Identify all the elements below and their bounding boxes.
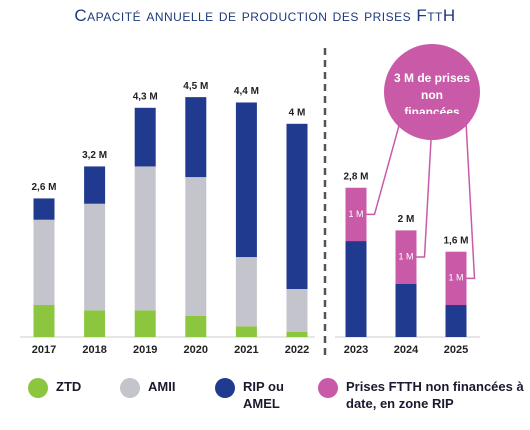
legend-item: ZTD bbox=[28, 378, 96, 398]
x-tick-label: 2018 bbox=[82, 344, 106, 356]
legend-item: AMII bbox=[120, 378, 208, 398]
bar-segment bbox=[445, 251, 467, 306]
callout-line bbox=[465, 121, 476, 280]
callout-line bbox=[366, 121, 401, 216]
legend: ZTD AMII RIP ou AMEL Prises FTTH non financ… bbox=[0, 372, 530, 422]
x-tick-label: 2024 bbox=[394, 344, 419, 356]
x-tick-label: 2021 bbox=[234, 344, 258, 356]
bar-segment bbox=[286, 289, 308, 332]
x-tick-label: 2017 bbox=[32, 344, 56, 356]
bar-segment bbox=[235, 257, 257, 327]
callout-line bbox=[416, 121, 433, 258]
legend-swatch bbox=[28, 378, 48, 398]
bar-segment bbox=[84, 310, 106, 337]
bar-segment bbox=[84, 166, 106, 204]
bar-segment bbox=[84, 203, 106, 311]
callout-circle bbox=[384, 44, 480, 140]
bar-segment bbox=[33, 305, 55, 337]
x-tick-label: 2025 bbox=[444, 344, 468, 356]
chart-title: Capacité annuelle de production des pris… bbox=[74, 6, 456, 25]
annotation: 3 M de prises non financées bbox=[393, 71, 471, 114]
legend-swatch bbox=[215, 378, 235, 398]
total-label: 4,4 M bbox=[234, 86, 259, 97]
legend-label: AMII bbox=[148, 379, 176, 394]
total-label: 2 M bbox=[398, 214, 415, 225]
bar-segment bbox=[235, 102, 257, 258]
bar-segment bbox=[185, 97, 207, 178]
bar-segment bbox=[286, 123, 308, 290]
total-label: 1,6 M bbox=[443, 235, 468, 246]
segment-label: 1 M bbox=[448, 273, 463, 283]
bar-segment bbox=[134, 310, 156, 337]
legend-label: ZTD bbox=[56, 379, 82, 394]
total-label: 4,3 M bbox=[133, 91, 158, 102]
legend-swatch bbox=[120, 378, 140, 398]
callout-box: 3 M de prises non financées bbox=[393, 71, 471, 114]
legend-item: RIP ou AMEL bbox=[215, 378, 313, 412]
legend-label: Prises FTTH non financées à date, en zon… bbox=[346, 379, 524, 411]
bar-segment bbox=[345, 187, 367, 242]
bar-segment bbox=[395, 283, 417, 337]
legend-swatch bbox=[318, 378, 338, 398]
bar-segment bbox=[33, 219, 55, 306]
bar-segment bbox=[345, 241, 367, 337]
bar-segment bbox=[286, 331, 308, 337]
bar-segment bbox=[134, 166, 156, 311]
bar-segment bbox=[185, 177, 207, 316]
total-label: 4,5 M bbox=[183, 81, 208, 92]
segment-label: 1 M bbox=[348, 209, 363, 219]
bar-segment bbox=[235, 326, 257, 337]
chart: 2,6 M 2017 3,2 M 2018 4,3 M 2019 4,5 M 2020 4,4 … bbox=[20, 44, 480, 360]
total-label: 2,8 M bbox=[343, 171, 368, 182]
segment-label: 1 M bbox=[398, 251, 413, 261]
bar-segment bbox=[395, 230, 417, 284]
x-tick-label: 2022 bbox=[285, 344, 309, 356]
x-tick-label: 2023 bbox=[344, 344, 368, 356]
bar-segment bbox=[445, 305, 467, 337]
bar-segment bbox=[185, 315, 207, 337]
bar-segment bbox=[33, 198, 55, 220]
total-label: 4 M bbox=[289, 107, 306, 118]
legend-label: RIP ou AMEL bbox=[243, 379, 284, 411]
legend-item: Prises FTTH non financées à date, en zon… bbox=[318, 378, 530, 412]
bar-segment bbox=[134, 107, 156, 167]
total-label: 3,2 M bbox=[82, 150, 107, 161]
x-tick-label: 2019 bbox=[133, 344, 157, 356]
total-label: 2,6 M bbox=[31, 182, 56, 193]
x-tick-label: 2020 bbox=[184, 344, 208, 356]
